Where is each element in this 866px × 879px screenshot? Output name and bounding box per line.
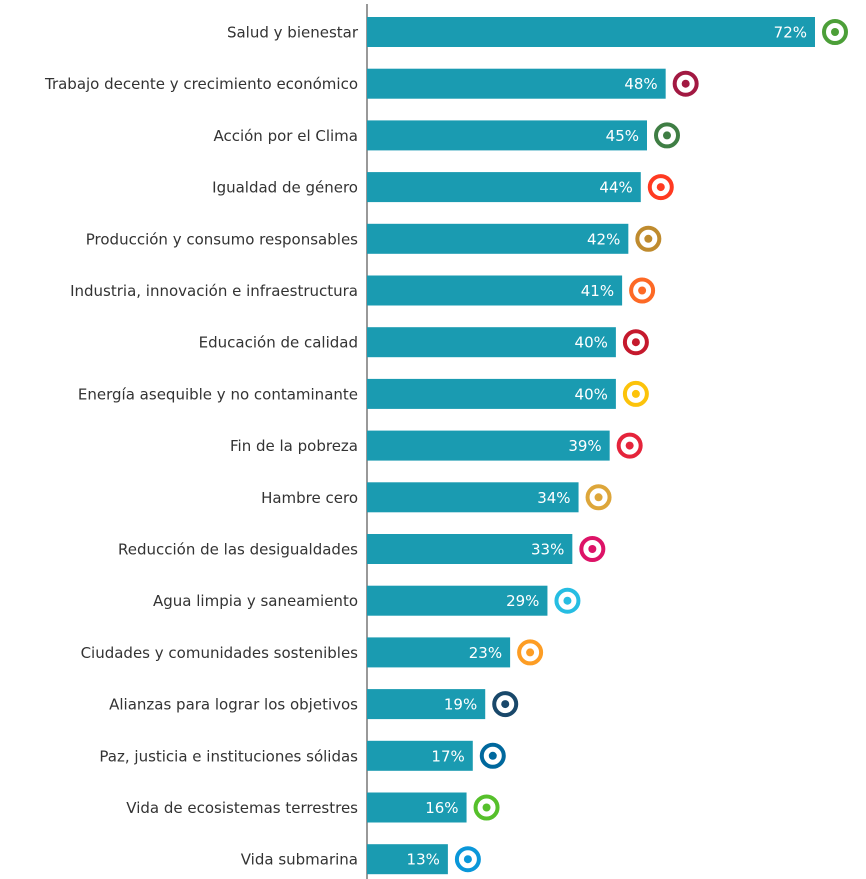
category-label: Ciudades y comunidades sostenibles xyxy=(81,644,359,662)
sdg-icon xyxy=(473,794,500,821)
category-label: Producción y consumo responsables xyxy=(86,230,358,248)
sdg-icon xyxy=(479,742,506,769)
bar xyxy=(367,223,629,254)
sdg-icon xyxy=(672,70,699,97)
bar xyxy=(367,172,641,203)
sdg-icon-dot xyxy=(663,131,671,140)
sdg-icon-dot xyxy=(482,803,491,812)
category-label: Educación de calidad xyxy=(199,334,358,352)
sdg-icon-dot xyxy=(681,79,690,88)
category-label: Reducción de las desigualdades xyxy=(118,541,358,559)
sdg-icon-dot xyxy=(463,855,472,864)
category-label: Vida de ecosistemas terrestres xyxy=(126,799,358,817)
category-label: Agua limpia y saneamiento xyxy=(153,592,358,610)
sdg-icon xyxy=(822,19,848,45)
sdg-icon xyxy=(622,329,649,356)
value-label: 44% xyxy=(599,179,632,197)
value-label: 17% xyxy=(431,747,464,765)
sdg-icon xyxy=(585,484,612,511)
sdg-icon xyxy=(647,174,674,201)
sdg-icon-dot xyxy=(638,286,647,295)
bar xyxy=(367,534,573,564)
sdg-icon-dot xyxy=(501,700,510,709)
value-label: 16% xyxy=(425,799,458,817)
bar xyxy=(367,17,815,47)
value-label: 34% xyxy=(537,489,570,507)
sdg-icon-dot xyxy=(631,389,640,398)
category-label: Fin de la pobreza xyxy=(230,437,358,455)
category-label: Salud y bienestar xyxy=(227,24,359,42)
sdg-icon xyxy=(616,432,643,459)
bar xyxy=(367,430,610,461)
category-label: Igualdad de género xyxy=(212,179,358,197)
category-label: Industria, innovación e infraestructura xyxy=(70,282,358,300)
bar xyxy=(367,327,616,358)
bar xyxy=(367,68,666,99)
value-label: 29% xyxy=(506,592,539,610)
bar xyxy=(367,275,623,306)
sdg-icon-dot xyxy=(526,648,535,657)
category-label: Vida submarina xyxy=(241,851,358,869)
value-label: 13% xyxy=(407,851,440,869)
sdg-icon xyxy=(554,587,581,614)
sdg-icon-dot xyxy=(588,545,597,553)
sdg-icon xyxy=(517,639,544,666)
sdg-icon-dot xyxy=(631,338,640,347)
value-label: 33% xyxy=(531,541,564,559)
value-label: 41% xyxy=(581,282,614,300)
category-label: Hambre cero xyxy=(261,489,358,507)
bar xyxy=(367,637,511,668)
bar xyxy=(367,482,579,513)
sdg-icon xyxy=(654,122,680,149)
sdg-icon-dot xyxy=(563,596,572,605)
bar xyxy=(367,585,548,616)
value-label: 72% xyxy=(774,24,807,42)
sdg-icon-dot xyxy=(488,751,497,760)
value-label: 45% xyxy=(606,127,639,145)
sdg-icon-dot xyxy=(625,441,634,450)
sdg-icon-dot xyxy=(644,234,653,243)
category-label: Trabajo decente y crecimiento económico xyxy=(44,75,358,93)
bar xyxy=(367,740,473,771)
sdg-icon-dot xyxy=(831,28,839,36)
sdg-icon xyxy=(622,380,649,407)
category-label: Alianzas para lograr los objetivos xyxy=(109,696,358,714)
value-label: 40% xyxy=(575,334,608,352)
value-label: 23% xyxy=(469,644,502,662)
sdg-icon-dot xyxy=(656,183,665,192)
bar xyxy=(367,378,616,409)
sdg-icon xyxy=(635,225,662,252)
value-label: 42% xyxy=(587,230,620,248)
value-label: 40% xyxy=(575,385,608,403)
category-label: Energía asequible y no contaminante xyxy=(78,385,358,403)
bar xyxy=(367,120,647,151)
category-label: Paz, justicia e instituciones sólidas xyxy=(99,747,358,765)
category-label: Acción por el Clima xyxy=(213,127,358,145)
value-label: 48% xyxy=(624,75,657,93)
bar xyxy=(367,792,467,823)
value-label: 19% xyxy=(444,696,477,714)
sdg-icon xyxy=(579,536,606,562)
bar xyxy=(367,844,448,875)
sdg-icon xyxy=(454,846,481,873)
sdg-icon-dot xyxy=(594,493,603,502)
sdg-icon xyxy=(629,277,656,304)
sdg-icon xyxy=(492,691,519,718)
value-label: 39% xyxy=(568,437,601,455)
bar xyxy=(367,689,486,720)
